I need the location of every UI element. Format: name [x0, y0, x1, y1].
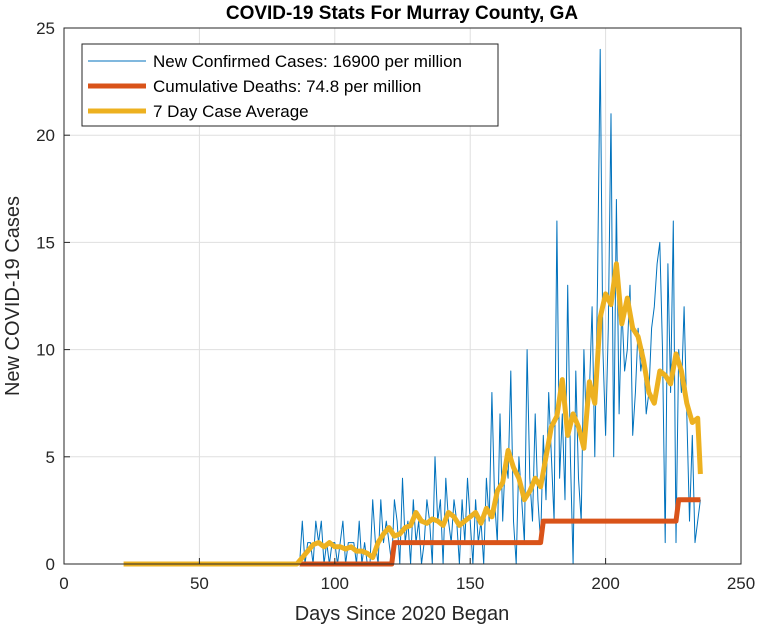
y-axis-label: New COVID-19 Cases — [2, 196, 24, 396]
legend-label-deaths: Cumulative Deaths: 74.8 per million — [153, 77, 421, 96]
ticks — [63, 27, 742, 565]
y-tick-label: 0 — [46, 555, 55, 574]
chart-title: COVID-19 Stats For Murray County, GA — [226, 3, 579, 24]
x-axis-label: Days Since 2020 Began — [295, 603, 510, 625]
x-tick-label: 150 — [456, 574, 484, 593]
x-tick-label: 0 — [59, 574, 68, 593]
y-tick-label: 20 — [36, 126, 55, 145]
y-tick-label: 5 — [46, 448, 55, 467]
x-tick-label: 100 — [321, 574, 349, 593]
legend-label-7day-avg: 7 Day Case Average — [153, 102, 309, 121]
legend-label-new-cases: New Confirmed Cases: 16900 per million — [153, 52, 462, 71]
legend-box — [81, 43, 499, 127]
y-tick-label: 15 — [36, 233, 55, 252]
x-tick-label: 250 — [727, 574, 755, 593]
series-new-confirmed-cases — [299, 48, 701, 565]
tick-labels: 0 50 100 150 200 250 0 5 10 15 20 25 — [36, 19, 755, 593]
y-tick-label: 10 — [36, 341, 55, 360]
y-tick-label: 25 — [36, 19, 55, 38]
x-tick-label: 200 — [591, 574, 619, 593]
axes-box — [63, 27, 742, 565]
x-tick-label: 50 — [190, 574, 209, 593]
legend: New Confirmed Cases: 16900 per million C… — [81, 43, 499, 127]
series-7-day-average — [123, 261, 703, 567]
series-layer — [123, 48, 703, 567]
series-cumulative-deaths — [299, 497, 701, 567]
